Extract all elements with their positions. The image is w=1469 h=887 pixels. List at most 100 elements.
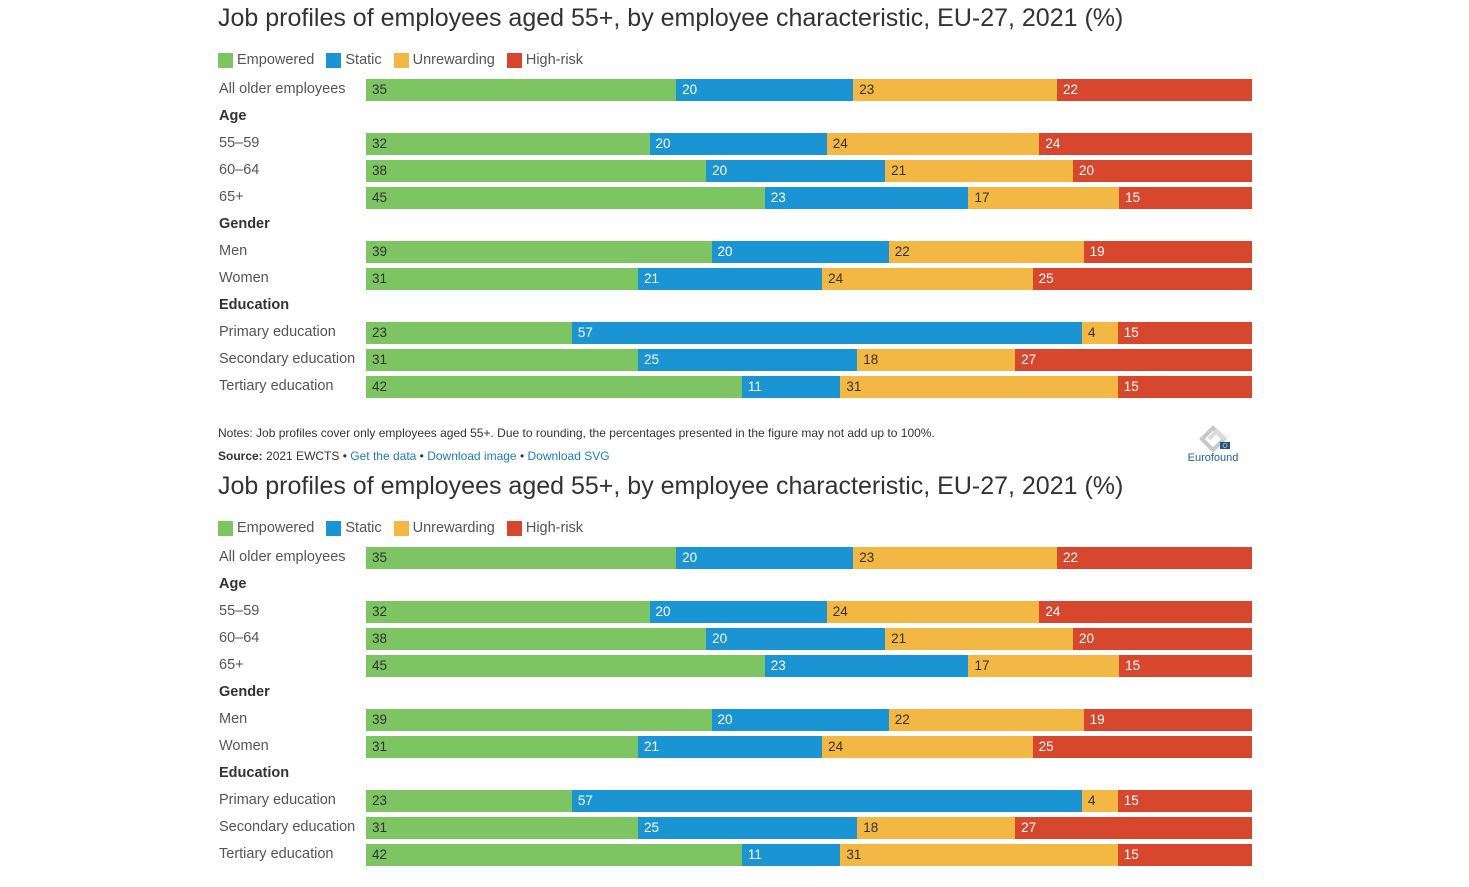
- bar-segment-high-risk[interactable]: 19: [1083, 709, 1252, 731]
- data-label: 38: [372, 631, 388, 646]
- bar-segment-static[interactable]: 23: [764, 655, 969, 677]
- legend-item-unrewarding[interactable]: Unrewarding: [393, 52, 495, 68]
- bar-segment-high-risk[interactable]: 15: [1119, 187, 1252, 209]
- bar-segment-high-risk[interactable]: 27: [1015, 817, 1252, 839]
- bar-segment-unrewarding[interactable]: 23: [853, 79, 1058, 101]
- bar-segment-empowered[interactable]: 42: [366, 376, 742, 398]
- bar-segment-static[interactable]: 23: [764, 187, 969, 209]
- bar-segment-empowered[interactable]: 39: [366, 241, 712, 263]
- bar-segment-high-risk[interactable]: 22: [1057, 79, 1252, 101]
- bar-segment-unrewarding[interactable]: 22: [888, 709, 1084, 731]
- bar-segment-unrewarding[interactable]: 4: [1081, 790, 1118, 812]
- stacked-bar: 39 20 22 19: [366, 241, 1252, 263]
- bar-segment-empowered[interactable]: 31: [366, 268, 638, 290]
- bar-segment-static[interactable]: 21: [637, 736, 823, 758]
- bar-segment-empowered[interactable]: 38: [366, 160, 707, 182]
- download-svg-link[interactable]: Download SVG: [527, 449, 610, 463]
- get-data-link[interactable]: Get the data: [350, 449, 417, 463]
- bar-segment-empowered[interactable]: 31: [366, 349, 638, 371]
- bar-segment-unrewarding[interactable]: 24: [826, 133, 1040, 155]
- source-label: Source:: [218, 449, 263, 463]
- bar-segment-unrewarding[interactable]: 21: [885, 160, 1073, 182]
- eurofound-logo[interactable]: Eurofound: [1182, 425, 1244, 465]
- bar-segment-high-risk[interactable]: 25: [1032, 268, 1252, 290]
- bar-segment-high-risk[interactable]: 20: [1073, 160, 1252, 182]
- bar-segment-static[interactable]: 20: [649, 133, 827, 155]
- bar-segment-empowered[interactable]: 35: [366, 547, 677, 569]
- bar-segment-unrewarding[interactable]: 21: [885, 628, 1073, 650]
- legend-item-static[interactable]: Static: [326, 52, 382, 68]
- bar-segment-static[interactable]: 20: [676, 79, 854, 101]
- bar-segment-unrewarding[interactable]: 18: [857, 817, 1016, 839]
- data-label: 20: [1079, 163, 1095, 178]
- bar-segment-high-risk[interactable]: 15: [1117, 376, 1252, 398]
- bar-segment-unrewarding[interactable]: 17: [968, 655, 1120, 677]
- bar-segment-unrewarding[interactable]: 22: [888, 241, 1084, 263]
- bar-segment-unrewarding[interactable]: 18: [857, 349, 1016, 371]
- bar-segment-high-risk[interactable]: 25: [1032, 736, 1252, 758]
- bar-segment-high-risk[interactable]: 15: [1117, 790, 1252, 812]
- bar-segment-high-risk[interactable]: 15: [1117, 844, 1252, 866]
- bar-segment-static[interactable]: 21: [637, 268, 823, 290]
- bar-segment-static[interactable]: 20: [706, 628, 886, 650]
- bar-segment-unrewarding[interactable]: 31: [840, 376, 1118, 398]
- bar-segment-unrewarding[interactable]: 17: [968, 187, 1120, 209]
- legend-item-unrewarding[interactable]: Unrewarding: [393, 520, 495, 536]
- stacked-bar: 31 25 18 27: [366, 817, 1252, 839]
- legend-item-empowered[interactable]: Empowered: [218, 52, 314, 68]
- bar-segment-static[interactable]: 11: [741, 376, 841, 398]
- bar-segment-empowered[interactable]: 31: [366, 736, 638, 758]
- bar-segment-static[interactable]: 11: [741, 844, 841, 866]
- group-header: Age: [0, 103, 1469, 130]
- bar-segment-empowered[interactable]: 42: [366, 844, 742, 866]
- data-label: 21: [891, 163, 907, 178]
- bar-segment-high-risk[interactable]: 15: [1119, 655, 1252, 677]
- bar-row: All older employees 35 20 23 22: [0, 544, 1469, 571]
- bar-segment-unrewarding[interactable]: 24: [826, 601, 1040, 623]
- data-label: 18: [863, 352, 879, 367]
- bar-segment-high-risk[interactable]: 22: [1057, 547, 1252, 569]
- bar-segment-unrewarding[interactable]: 23: [853, 547, 1058, 569]
- bar-segment-high-risk[interactable]: 19: [1083, 241, 1252, 263]
- bar-segment-unrewarding[interactable]: 31: [840, 844, 1118, 866]
- bar-segment-high-risk[interactable]: 27: [1015, 349, 1252, 371]
- bar-segment-unrewarding[interactable]: 4: [1081, 322, 1118, 344]
- data-label: 21: [643, 739, 659, 754]
- stacked-bar: 42 11 31 15: [366, 376, 1252, 398]
- bar-segment-empowered[interactable]: 35: [366, 79, 677, 101]
- bar-segment-high-risk[interactable]: 15: [1117, 322, 1252, 344]
- legend: Empowered Static Unrewarding High-risk: [218, 52, 595, 68]
- bar-segment-static[interactable]: 57: [571, 790, 1082, 812]
- bar-segment-static[interactable]: 25: [637, 817, 858, 839]
- bar-segment-static[interactable]: 20: [706, 160, 886, 182]
- legend-item-high-risk[interactable]: High-risk: [506, 52, 583, 68]
- bar-segment-high-risk[interactable]: 24: [1039, 133, 1252, 155]
- bar-segment-static[interactable]: 25: [637, 349, 858, 371]
- bar-segment-empowered[interactable]: 31: [366, 817, 638, 839]
- bar-segment-static[interactable]: 20: [676, 547, 854, 569]
- bar-segment-high-risk[interactable]: 20: [1073, 628, 1252, 650]
- bar-segment-static[interactable]: 20: [711, 241, 889, 263]
- bar-segment-static[interactable]: 20: [649, 601, 827, 623]
- legend-item-static[interactable]: Static: [326, 520, 382, 536]
- legend-item-high-risk[interactable]: High-risk: [506, 520, 583, 536]
- bar-segment-empowered[interactable]: 45: [366, 187, 765, 209]
- category-label: Secondary education: [219, 351, 356, 367]
- data-label: 24: [828, 271, 844, 286]
- bar-segment-empowered[interactable]: 39: [366, 709, 712, 731]
- bar-segment-static[interactable]: 57: [571, 322, 1082, 344]
- group-header: Age: [0, 571, 1469, 598]
- bar-segment-empowered[interactable]: 32: [366, 133, 650, 155]
- data-label: 31: [846, 379, 862, 394]
- bar-segment-high-risk[interactable]: 24: [1039, 601, 1252, 623]
- bar-segment-unrewarding[interactable]: 24: [822, 268, 1033, 290]
- bar-segment-empowered[interactable]: 23: [366, 322, 572, 344]
- bar-segment-empowered[interactable]: 23: [366, 790, 572, 812]
- bar-segment-empowered[interactable]: 32: [366, 601, 650, 623]
- download-image-link[interactable]: Download image: [427, 449, 517, 463]
- bar-segment-unrewarding[interactable]: 24: [822, 736, 1033, 758]
- bar-segment-static[interactable]: 20: [711, 709, 889, 731]
- bar-segment-empowered[interactable]: 38: [366, 628, 707, 650]
- bar-segment-empowered[interactable]: 45: [366, 655, 765, 677]
- legend-item-empowered[interactable]: Empowered: [218, 520, 314, 536]
